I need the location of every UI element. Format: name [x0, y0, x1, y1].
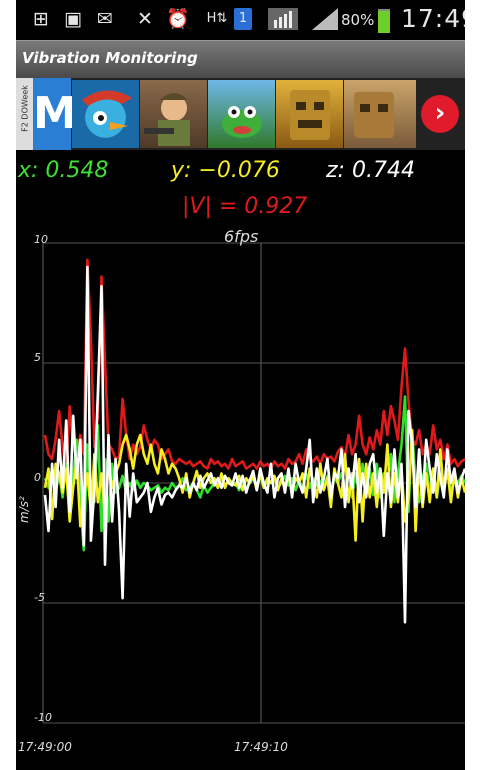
signal-icon-2	[312, 8, 338, 30]
z-readout: z: 0.744	[326, 158, 415, 183]
chart-labels: 10 5 0 -5 -10 17:49:00 17:49:10 m/s²	[17, 233, 288, 754]
battery-icon	[378, 9, 390, 33]
series-line-z	[43, 265, 465, 624]
battery-percent: 80%	[341, 11, 375, 29]
fps-label: 6fps	[224, 227, 259, 246]
x-tick-label: 17:49:10	[234, 740, 288, 754]
ad-soldier-game-icon[interactable]	[140, 80, 207, 148]
chart-series	[43, 258, 465, 624]
ad-temple-game-icon[interactable]	[276, 80, 343, 148]
ad-frog-game-icon[interactable]	[208, 80, 275, 148]
sim-1-icon: 1	[234, 8, 252, 30]
ad-banner[interactable]: F2 DOWeek M ›	[16, 78, 465, 150]
clock: 17:49	[401, 4, 465, 33]
series-line-magnitude	[43, 258, 465, 473]
gmail-icon: ✉	[97, 8, 113, 30]
vibration-chart: 10 5 0 -5 -10 17:49:00 17:49:10 m/s²	[17, 233, 465, 754]
image-icon: ▣	[64, 8, 82, 30]
y-axis-label: m/s²	[17, 496, 31, 523]
ad-logo[interactable]: M	[33, 78, 77, 150]
ad-side-strip: F2 DOWeek	[16, 78, 33, 150]
x-readout: x: 0.548	[18, 158, 109, 183]
y-tick-label: 0	[34, 471, 41, 484]
signal-icon	[268, 8, 298, 30]
y-tick-label: -10	[34, 711, 52, 724]
alarm-icon: ⏰	[166, 8, 190, 30]
ad-temple-game-icon-2[interactable]	[344, 80, 416, 148]
y-tick-label: 10	[34, 233, 48, 246]
y-readout: y: −0.076	[171, 158, 280, 183]
ad-side-text: F2 DOWeek	[20, 85, 30, 132]
magnitude-readout: |V| = 0.927	[182, 194, 308, 219]
y-tick-label: 5	[34, 351, 41, 364]
app-title: Vibration Monitoring	[22, 49, 198, 67]
ad-bird-game-icon[interactable]	[72, 80, 139, 148]
title-bar: Vibration Monitoring	[16, 40, 465, 78]
status-bar: ⊞ ▣ ✉ ✕ ⏰ H⇅ 1 80% 17:49	[16, 0, 465, 40]
x-tick-label: 17:49:00	[18, 740, 72, 754]
phone-screen: ⊞ ▣ ✉ ✕ ⏰ H⇅ 1 80% 17:49 Vibration Monit…	[16, 0, 465, 770]
mute-icon: ✕	[137, 8, 153, 30]
hspa-icon: H⇅	[206, 11, 228, 26]
y-tick-label: -5	[34, 591, 45, 604]
plus-icon: ⊞	[33, 8, 49, 30]
ad-next-button[interactable]: ›	[421, 95, 459, 133]
